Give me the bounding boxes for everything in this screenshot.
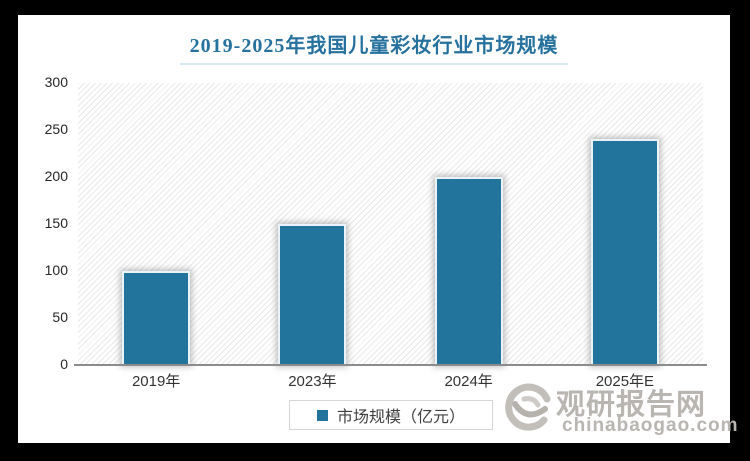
y-axis-labels: 0 50 100 150 200 250 300 <box>18 74 68 372</box>
watermark-swirl-logo <box>505 383 551 431</box>
bar-2023年 <box>278 224 347 365</box>
x-tick-label: 2023年 <box>288 373 337 390</box>
bar-2019年 <box>122 271 191 365</box>
x-tick-label: 2024年 <box>444 373 493 390</box>
y-tick-label: 0 <box>60 356 68 372</box>
x-tick-label: 2019年 <box>131 373 181 390</box>
plot-area <box>78 83 703 365</box>
y-tick-label: 100 <box>44 262 68 278</box>
watermark-site-name: 观研报告网 <box>556 389 707 421</box>
x-tick-label: 2025年E <box>595 373 655 390</box>
bar-2025年E <box>590 139 659 365</box>
y-tick-label: 200 <box>44 168 68 184</box>
legend-swatch <box>317 409 328 421</box>
y-tick-label: 150 <box>44 215 68 231</box>
x-axis-line <box>74 364 707 366</box>
y-tick-label: 250 <box>44 121 68 137</box>
watermark-site-domain: chinabaogao.com <box>562 415 739 436</box>
watermark: 观研报告网 chinabaogao.com <box>502 379 738 441</box>
chart-card: 2019-2025年我国儿童彩妆行业市场规模 0 50 100 150 200 250 30… <box>18 15 738 443</box>
legend-label: 市场规模（亿元） <box>337 409 466 426</box>
x-axis-labels: 2019年 2023年 2024年 2025年E <box>78 370 703 392</box>
bar-2024年 <box>434 177 503 365</box>
y-tick-label: 50 <box>52 309 68 325</box>
chart-title: 2019-2025年我国儿童彩妆行业市场规模 <box>179 29 569 65</box>
legend: 市场规模（亿元） <box>289 400 494 430</box>
chart-title-wrap: 2019-2025年我国儿童彩妆行业市场规模 <box>18 29 730 65</box>
y-tick-label: 300 <box>44 74 68 90</box>
